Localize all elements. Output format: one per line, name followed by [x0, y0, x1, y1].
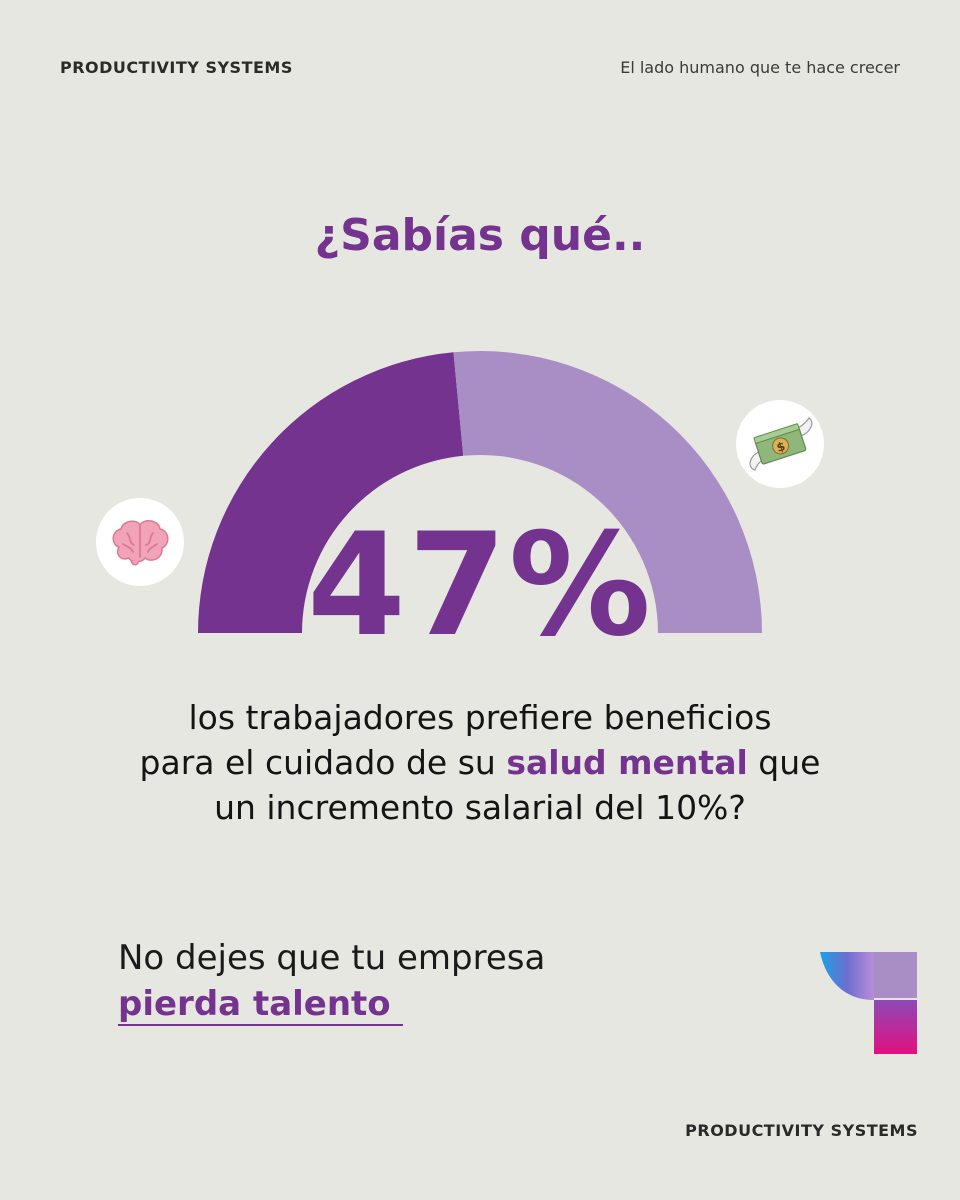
heading: ¿Sabías qué.. — [314, 210, 646, 261]
statement-highlight: salud mental — [506, 743, 748, 782]
brand-name-top: PRODUCTIVITY SYSTEMS — [60, 58, 293, 77]
tagline: El lado humano que te hace crecer — [620, 58, 900, 77]
cta-highlight: pierda talento — [118, 984, 403, 1026]
brain-icon — [96, 498, 184, 586]
statement: los trabajadores prefiere beneficios par… — [0, 695, 960, 830]
statement-line-1: los trabajadores prefiere beneficios — [188, 698, 772, 737]
gauge-segment-salud-mental — [198, 352, 464, 633]
brand-logo — [820, 952, 917, 1054]
brand-name-bottom: PRODUCTIVITY SYSTEMS — [685, 1121, 918, 1140]
cta-line-1: No dejes que tu empresa — [118, 938, 546, 978]
half-donut-chart — [198, 351, 762, 633]
statement-line-2: para el cuidado de su salud mental que — [0, 740, 960, 785]
statement-line-3: un incremento salarial del 10%? — [214, 788, 746, 827]
call-to-action: No dejes que tu empresa pierda talento — [118, 935, 545, 1027]
svg-text:$: $ — [775, 439, 787, 455]
money-with-wings-icon: $ — [736, 400, 824, 488]
gauge-segment-incremento-salarial — [453, 351, 762, 633]
statement-line-2-end: que — [747, 743, 821, 782]
data-label-percentage: 47% — [307, 503, 653, 668]
statement-line-2-start: para el cuidado de su — [139, 743, 507, 782]
